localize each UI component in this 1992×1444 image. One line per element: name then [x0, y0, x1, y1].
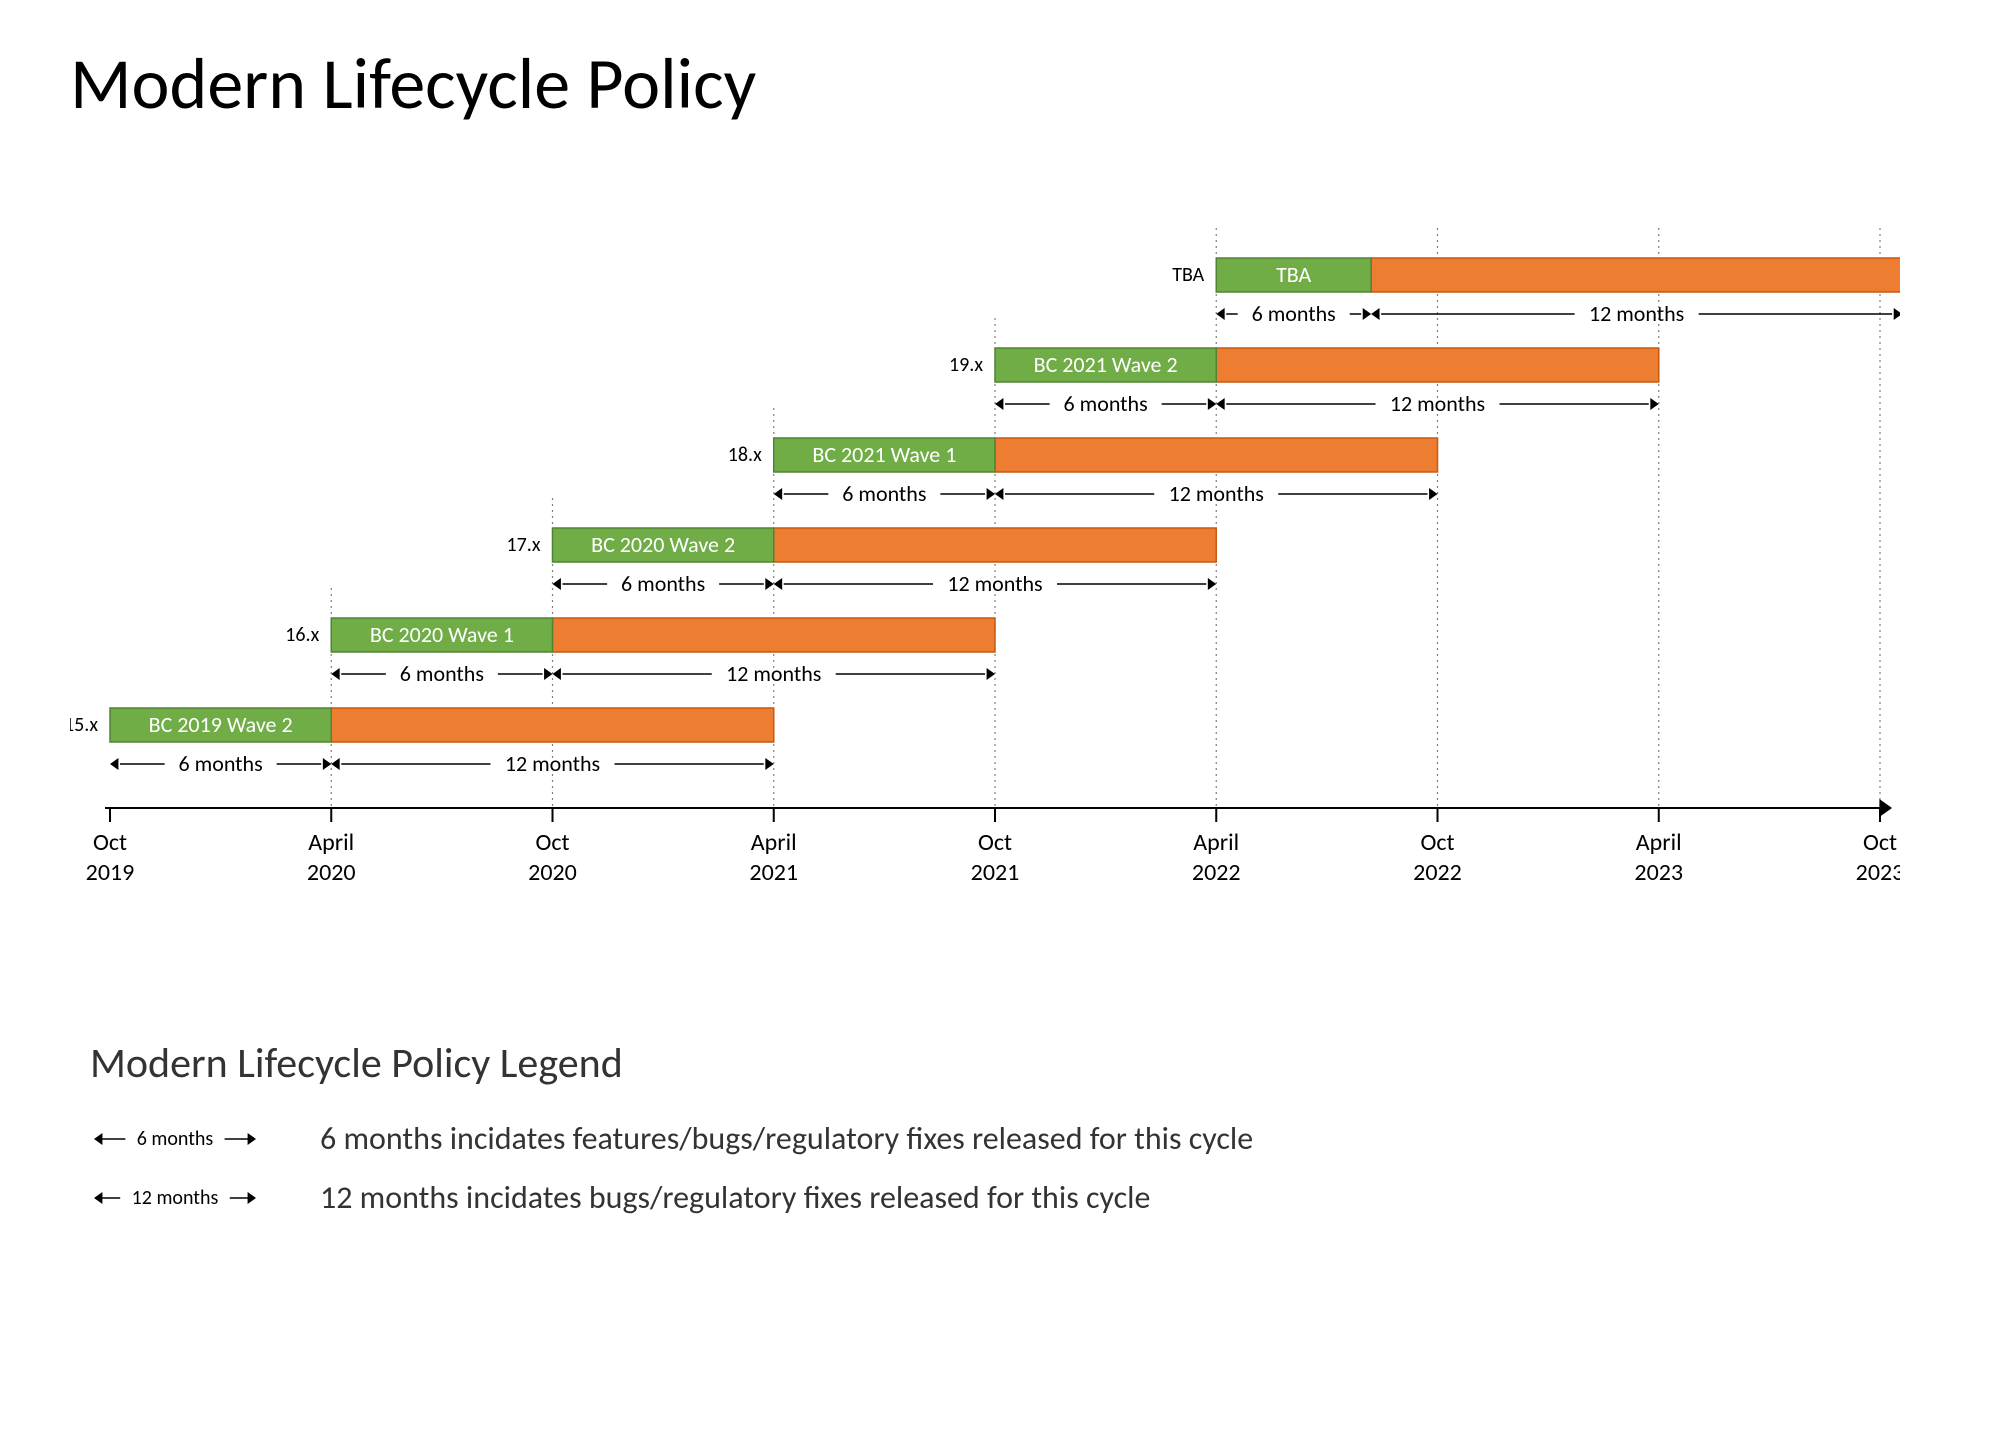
legend-text-12m: 12 months incidates bugs/regulatory fixe…	[320, 1178, 1150, 1217]
svg-text:2022: 2022	[1413, 858, 1462, 887]
lifecycle-gantt-chart: Oct2019April2020Oct2020April2021Oct2021A…	[70, 168, 1900, 928]
svg-text:12 months: 12 months	[1169, 480, 1264, 507]
svg-text:April: April	[751, 828, 797, 857]
svg-text:2023: 2023	[1856, 858, 1900, 887]
version-label: TBA	[1172, 263, 1204, 287]
svg-text:6 months: 6 months	[842, 480, 926, 507]
bar-label: BC 2019 Wave 2	[149, 711, 293, 738]
version-label: 16.x	[285, 623, 319, 647]
svg-text:2023: 2023	[1634, 858, 1683, 887]
svg-text:Oct: Oct	[93, 828, 127, 857]
svg-text:12 months: 12 months	[505, 750, 600, 777]
svg-text:6 months: 6 months	[137, 1127, 214, 1151]
svg-text:6 months: 6 months	[1064, 390, 1148, 417]
svg-text:Oct: Oct	[1863, 828, 1897, 857]
svg-text:2021: 2021	[749, 858, 798, 887]
svg-text:Oct: Oct	[535, 828, 569, 857]
svg-text:2022: 2022	[1192, 858, 1241, 887]
bar-label: TBA	[1276, 261, 1311, 288]
svg-text:2021: 2021	[971, 858, 1020, 887]
version-label: 18.x	[728, 443, 762, 467]
svg-text:Oct: Oct	[1420, 828, 1454, 857]
legend-text-6m: 6 months incidates features/bugs/regulat…	[320, 1119, 1253, 1158]
svg-text:6 months: 6 months	[1252, 300, 1336, 327]
version-label: 19.x	[949, 353, 983, 377]
version-label: 17.x	[507, 533, 541, 557]
legend-row-12m: 12 months 12 months incidates bugs/regul…	[90, 1178, 1922, 1217]
svg-text:Oct: Oct	[978, 828, 1012, 857]
svg-text:2019: 2019	[86, 858, 135, 887]
svg-text:2020: 2020	[307, 858, 356, 887]
svg-text:2020: 2020	[528, 858, 577, 887]
svg-text:12 months: 12 months	[1589, 300, 1684, 327]
svg-text:6 months: 6 months	[621, 570, 705, 597]
bar-label: BC 2021 Wave 1	[812, 441, 956, 468]
svg-text:6 months: 6 months	[179, 750, 263, 777]
svg-text:6 months: 6 months	[400, 660, 484, 687]
svg-text:April: April	[1193, 828, 1239, 857]
legend-title: Modern Lifecycle Policy Legend	[90, 1038, 1922, 1089]
chart-svg: Oct2019April2020Oct2020April2021Oct2021A…	[70, 168, 1900, 938]
bar-label: BC 2020 Wave 1	[370, 621, 514, 648]
bar-label: BC 2020 Wave 2	[591, 531, 735, 558]
legend-arrow-6m: 6 months	[90, 1123, 260, 1155]
svg-text:April: April	[1636, 828, 1682, 857]
svg-text:12 months: 12 months	[1390, 390, 1485, 417]
svg-text:12 months: 12 months	[132, 1186, 219, 1210]
legend-row-6m: 6 months 6 months incidates features/bug…	[90, 1119, 1922, 1158]
legend-arrow-12m: 12 months	[90, 1182, 260, 1214]
svg-text:12 months: 12 months	[947, 570, 1042, 597]
gantt-row: 6 months 12 months	[1216, 258, 1900, 327]
version-label: 15.x	[70, 713, 98, 737]
bar-label: BC 2021 Wave 2	[1034, 351, 1178, 378]
page-title: Modern Lifecycle Policy	[70, 40, 1922, 128]
svg-text:April: April	[308, 828, 354, 857]
svg-text:12 months: 12 months	[726, 660, 821, 687]
